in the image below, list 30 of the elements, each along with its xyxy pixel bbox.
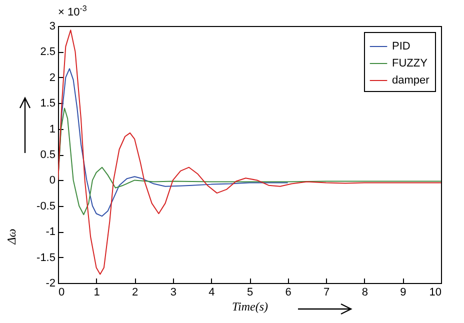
y-tick-label: -1.5 <box>36 252 56 264</box>
legend-label: damper <box>392 74 430 86</box>
x-tick-label: 5 <box>246 286 254 298</box>
y-tick-label: -2 <box>46 278 56 290</box>
y-tick-label: -1 <box>46 226 56 238</box>
y-tick-label: 1.5 <box>40 98 56 110</box>
line-series <box>58 108 441 216</box>
y-tick-label: 3 <box>49 20 56 32</box>
x-tick-label: 6 <box>285 286 292 298</box>
legend-label: FUZZY <box>392 58 428 70</box>
x-axis-title: Time(s) <box>232 300 268 314</box>
y-tick-label: -0.5 <box>36 200 56 212</box>
legend-label: PID <box>392 40 410 52</box>
x-tick-label: 9 <box>400 286 406 298</box>
y-tick-label: 0 <box>49 174 56 187</box>
x-tick-label: 0 <box>58 286 65 298</box>
x-tick-label: 1 <box>94 286 100 298</box>
y-tick-label: 2 <box>49 72 56 84</box>
y-tick-label: 2.5 <box>40 46 56 58</box>
y-tick-label: 1 <box>49 123 56 136</box>
x-tick-label: 3 <box>170 286 176 298</box>
x-tick-label: 2 <box>132 286 138 298</box>
y-tick-label: 0.5 <box>40 149 56 161</box>
line-series <box>58 30 441 275</box>
x-tick-label: 7 <box>324 286 330 298</box>
text: × 10$^{-3}$ <box>58 4 87 19</box>
y-axis-title: Δω <box>4 228 18 246</box>
x-tick-label: 10 <box>429 286 442 298</box>
x-tick-label: 4 <box>208 286 215 298</box>
x-tick-label: 8 <box>362 286 368 298</box>
